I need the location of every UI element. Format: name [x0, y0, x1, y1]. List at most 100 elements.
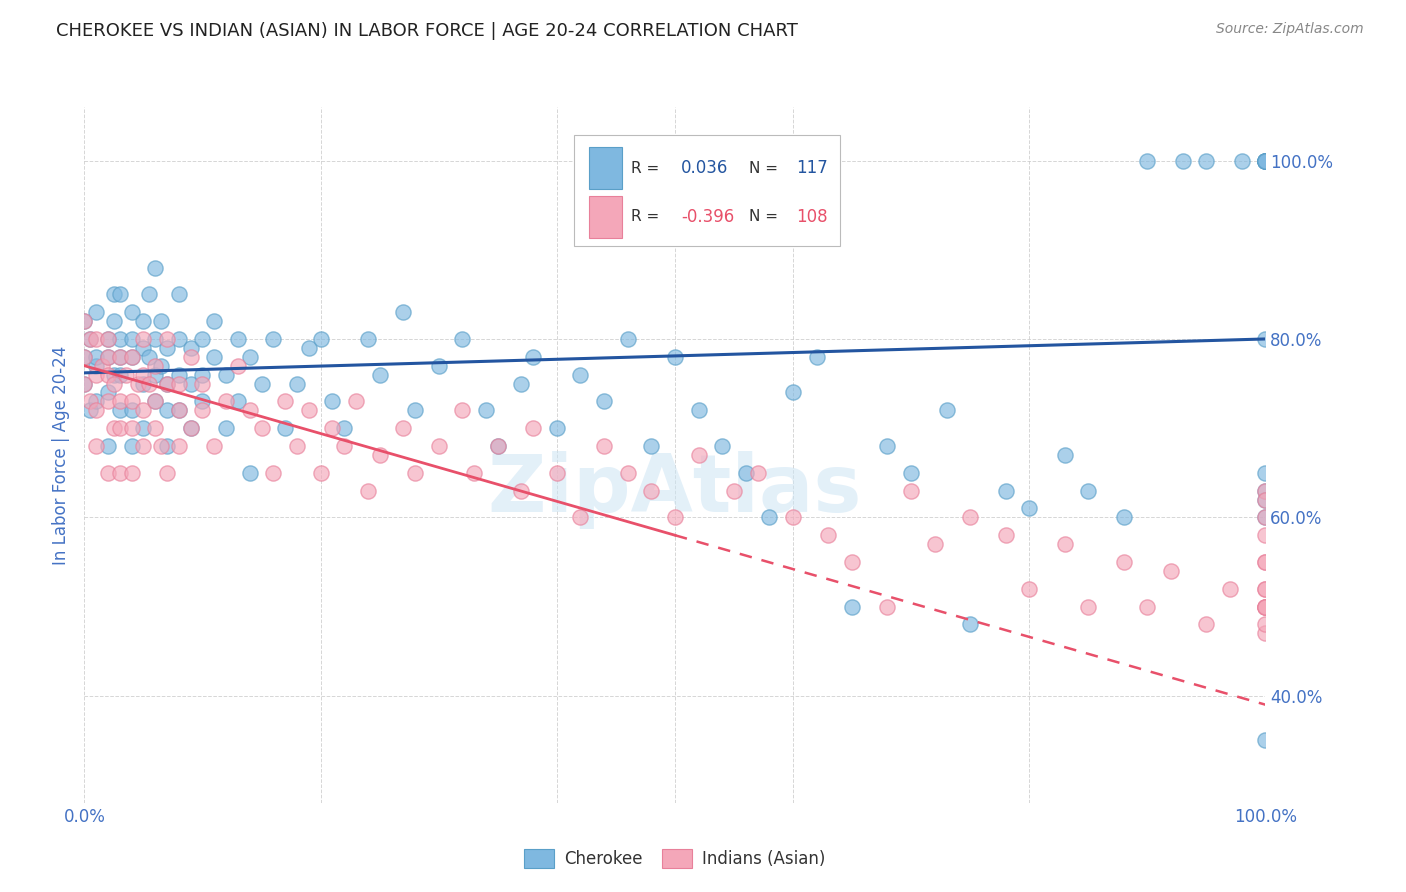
Point: [108, 368, 131, 382]
Point: [97, 466, 120, 480]
Point: [1195, 617, 1218, 632]
Point: [150, 314, 173, 328]
Point: [1254, 599, 1277, 614]
Point: [1254, 617, 1277, 632]
Point: [84, 350, 107, 364]
Point: [73, 376, 96, 391]
Point: [1018, 501, 1040, 516]
Point: [1254, 153, 1277, 168]
Point: [274, 394, 297, 409]
Point: [1112, 510, 1135, 524]
Point: [1254, 733, 1277, 747]
Point: [569, 368, 592, 382]
Point: [475, 403, 498, 417]
Point: [150, 359, 173, 373]
Point: [640, 439, 662, 453]
Text: CHEROKEE VS INDIAN (ASIAN) IN LABOR FORCE | AGE 20-24 CORRELATION CHART: CHEROKEE VS INDIAN (ASIAN) IN LABOR FORC…: [56, 22, 799, 40]
Point: [262, 466, 284, 480]
Point: [103, 287, 125, 301]
Text: 108: 108: [797, 208, 828, 226]
Point: [616, 466, 638, 480]
Point: [1254, 599, 1277, 614]
Point: [114, 368, 136, 382]
Point: [79, 332, 101, 346]
Point: [73, 350, 96, 364]
Point: [180, 421, 202, 435]
Point: [486, 439, 509, 453]
Point: [79, 332, 101, 346]
Point: [143, 394, 166, 409]
Point: [664, 510, 686, 524]
Point: [876, 599, 898, 614]
Point: [191, 332, 214, 346]
Point: [239, 350, 262, 364]
Text: 117: 117: [797, 160, 828, 178]
Point: [1254, 153, 1277, 168]
Point: [108, 350, 131, 364]
Point: [156, 439, 179, 453]
Point: [1254, 492, 1277, 507]
Point: [1254, 582, 1277, 596]
Point: [404, 466, 426, 480]
Point: [368, 448, 391, 462]
Text: N =: N =: [749, 161, 779, 176]
Point: [132, 341, 155, 355]
Point: [640, 483, 662, 498]
Point: [108, 466, 131, 480]
Point: [1254, 555, 1277, 569]
Point: [392, 305, 415, 319]
Point: [876, 439, 898, 453]
Text: -0.396: -0.396: [681, 208, 734, 226]
Point: [180, 350, 202, 364]
Text: ZipAtlas: ZipAtlas: [488, 450, 862, 529]
Point: [84, 403, 107, 417]
Point: [451, 332, 474, 346]
Point: [451, 403, 474, 417]
Point: [97, 368, 120, 382]
Point: [510, 376, 533, 391]
Point: [1053, 448, 1076, 462]
Point: [156, 466, 179, 480]
Point: [84, 394, 107, 409]
Point: [1136, 153, 1159, 168]
Point: [924, 537, 946, 551]
Point: [1171, 153, 1194, 168]
Point: [180, 421, 202, 435]
Point: [143, 332, 166, 346]
Point: [132, 421, 155, 435]
Point: [97, 385, 120, 400]
Point: [723, 483, 745, 498]
Point: [1018, 582, 1040, 596]
Point: [121, 421, 143, 435]
Point: [180, 341, 202, 355]
Point: [782, 385, 804, 400]
Point: [1254, 153, 1277, 168]
Point: [138, 350, 160, 364]
Point: [132, 332, 155, 346]
Point: [143, 368, 166, 382]
Point: [1254, 483, 1277, 498]
Point: [132, 368, 155, 382]
Point: [510, 483, 533, 498]
Point: [132, 439, 155, 453]
Point: [298, 341, 321, 355]
Point: [309, 466, 332, 480]
Point: [167, 332, 190, 346]
Point: [191, 368, 214, 382]
Point: [84, 359, 107, 373]
Point: [108, 332, 131, 346]
Point: [132, 376, 155, 391]
Point: [103, 421, 125, 435]
Point: [150, 439, 173, 453]
Point: [1077, 599, 1099, 614]
FancyBboxPatch shape: [589, 196, 621, 238]
Point: [108, 421, 131, 435]
Point: [167, 403, 190, 417]
Point: [782, 510, 804, 524]
FancyBboxPatch shape: [589, 147, 621, 189]
Point: [156, 376, 179, 391]
Point: [226, 332, 249, 346]
Point: [392, 421, 415, 435]
Point: [1254, 626, 1277, 640]
Point: [1195, 153, 1218, 168]
